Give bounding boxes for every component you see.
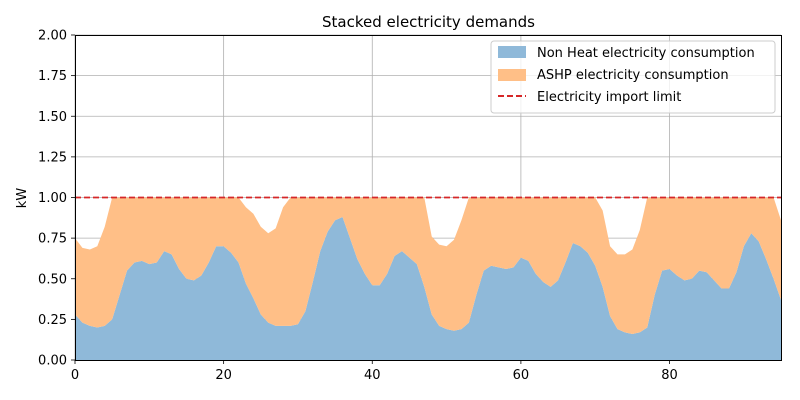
y-tick-label: 1.25 <box>38 150 67 165</box>
y-tick-label: 1.50 <box>38 110 67 125</box>
plot-areas <box>75 197 781 360</box>
area-non-heat <box>75 217 781 360</box>
legend: Non Heat electricity consumption ASHP el… <box>490 40 776 114</box>
y-tick-label: 0.50 <box>38 272 67 287</box>
y-tick-label: 0.25 <box>38 313 67 328</box>
axis-ticks: 0.00 0.25 0.50 0.75 1.00 1.25 1.50 1.75 2.00 0 20 4… <box>38 29 678 384</box>
legend-swatch-non-heat <box>498 46 526 58</box>
area-ashp <box>75 197 781 334</box>
chart-title: Stacked electricity demands <box>322 13 535 31</box>
legend-swatch-ashp <box>498 69 526 81</box>
y-tick-label: 1.00 <box>38 191 67 206</box>
plot-frame <box>75 35 782 361</box>
y-tick-label: 2.00 <box>38 29 67 44</box>
legend-label-non-heat: Non Heat electricity consumption <box>537 46 755 61</box>
x-tick-label: 60 <box>513 368 530 383</box>
legend-frame <box>490 40 776 114</box>
x-tick-label: 40 <box>364 368 381 383</box>
legend-label-ashp: ASHP electricity consumption <box>537 68 729 83</box>
y-tick-label: 0.00 <box>38 354 67 369</box>
legend-label-import-limit: Electricity import limit <box>537 90 681 105</box>
y-axis-label: kW <box>15 188 30 209</box>
x-tick-label: 80 <box>661 368 678 383</box>
y-tick-label: 0.75 <box>38 232 67 247</box>
x-tick-label: 20 <box>215 368 232 383</box>
x-tick-label: 0 <box>71 368 79 383</box>
y-tick-label: 1.75 <box>38 69 67 84</box>
